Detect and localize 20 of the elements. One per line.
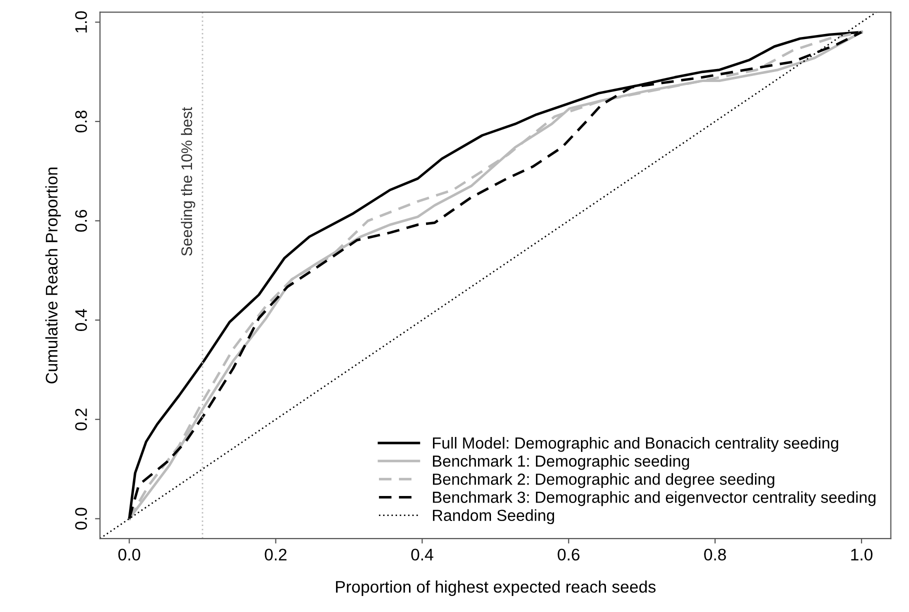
- y-tick-label: 0.6: [75, 210, 87, 232]
- ref-line-label: Seeding the 10% best: [180, 107, 196, 256]
- y-tick-label: 0.0: [75, 508, 87, 530]
- legend-label: Benchmark 2: Demographic and degree seeding: [432, 473, 774, 488]
- legend-label: Full Model: Demographic and Bonacich centrality seeding: [432, 436, 838, 452]
- x-tick-label: 0.2: [264, 548, 286, 561]
- x-tick-label: 0.0: [118, 548, 140, 561]
- legend-label: Benchmark 3: Demographic and eigenvector centrality seeding: [432, 491, 876, 506]
- x-tick-label: 0.6: [558, 548, 580, 561]
- y-tick-label: 0.8: [75, 110, 87, 132]
- x-tick-label: 0.8: [704, 548, 726, 561]
- legend-label: Random Seeding: [432, 509, 554, 524]
- y-axis-title: Cumulative Reach Proportion: [45, 168, 61, 384]
- x-axis-title: Proportion of highest expected reach seeds: [336, 580, 656, 596]
- y-tick-label: 1.0: [75, 11, 87, 32]
- y-tick-label: 0.4: [75, 308, 87, 332]
- x-tick-label: 1.0: [851, 548, 872, 561]
- x-tick-label: 0.4: [411, 548, 434, 561]
- legend-label: Benchmark 1: Demographic seeding: [432, 455, 689, 470]
- y-tick-label: 0.2: [75, 408, 87, 430]
